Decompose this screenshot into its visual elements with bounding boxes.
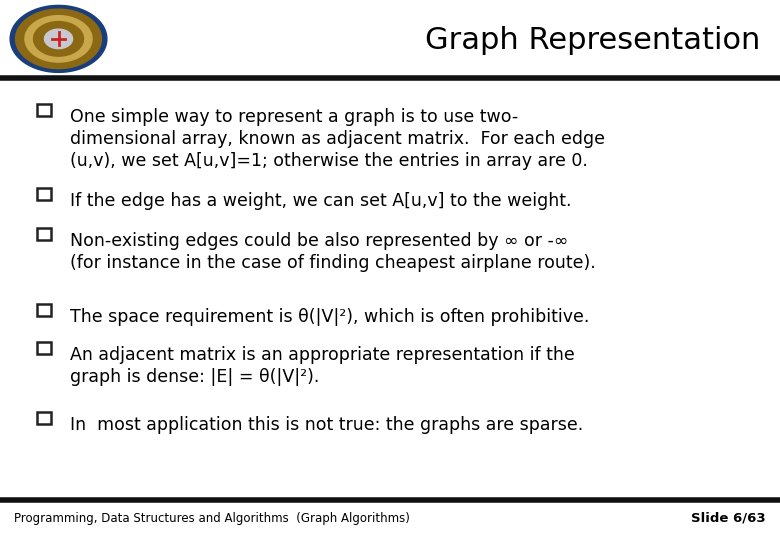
Text: In  most application this is not true: the graphs are sparse.: In most application this is not true: th… xyxy=(70,416,583,434)
FancyBboxPatch shape xyxy=(37,303,51,316)
Text: An adjacent matrix is an appropriate representation if the
graph is dense: |E| =: An adjacent matrix is an appropriate rep… xyxy=(70,346,575,386)
Text: Slide 6/63: Slide 6/63 xyxy=(691,512,766,525)
Polygon shape xyxy=(34,22,83,56)
Polygon shape xyxy=(25,16,92,62)
Text: Graph Representation: Graph Representation xyxy=(425,26,760,55)
FancyBboxPatch shape xyxy=(37,188,51,200)
FancyBboxPatch shape xyxy=(37,228,51,240)
FancyBboxPatch shape xyxy=(37,411,51,424)
Text: The space requirement is θ(|V|²), which is often prohibitive.: The space requirement is θ(|V|²), which … xyxy=(70,308,590,326)
Text: Non-existing edges could be also represented by ∞ or -∞
(for instance in the cas: Non-existing edges could be also represe… xyxy=(70,232,596,272)
Polygon shape xyxy=(44,29,73,49)
Text: One simple way to represent a graph is to use two-
dimensional array, known as a: One simple way to represent a graph is t… xyxy=(70,108,605,171)
FancyBboxPatch shape xyxy=(37,104,51,116)
Polygon shape xyxy=(10,5,107,72)
Polygon shape xyxy=(16,9,101,69)
Text: If the edge has a weight, we can set A[u,v] to the weight.: If the edge has a weight, we can set A[u… xyxy=(70,192,572,210)
FancyBboxPatch shape xyxy=(37,342,51,354)
Text: Programming, Data Structures and Algorithms  (Graph Algorithms): Programming, Data Structures and Algorit… xyxy=(14,512,410,525)
